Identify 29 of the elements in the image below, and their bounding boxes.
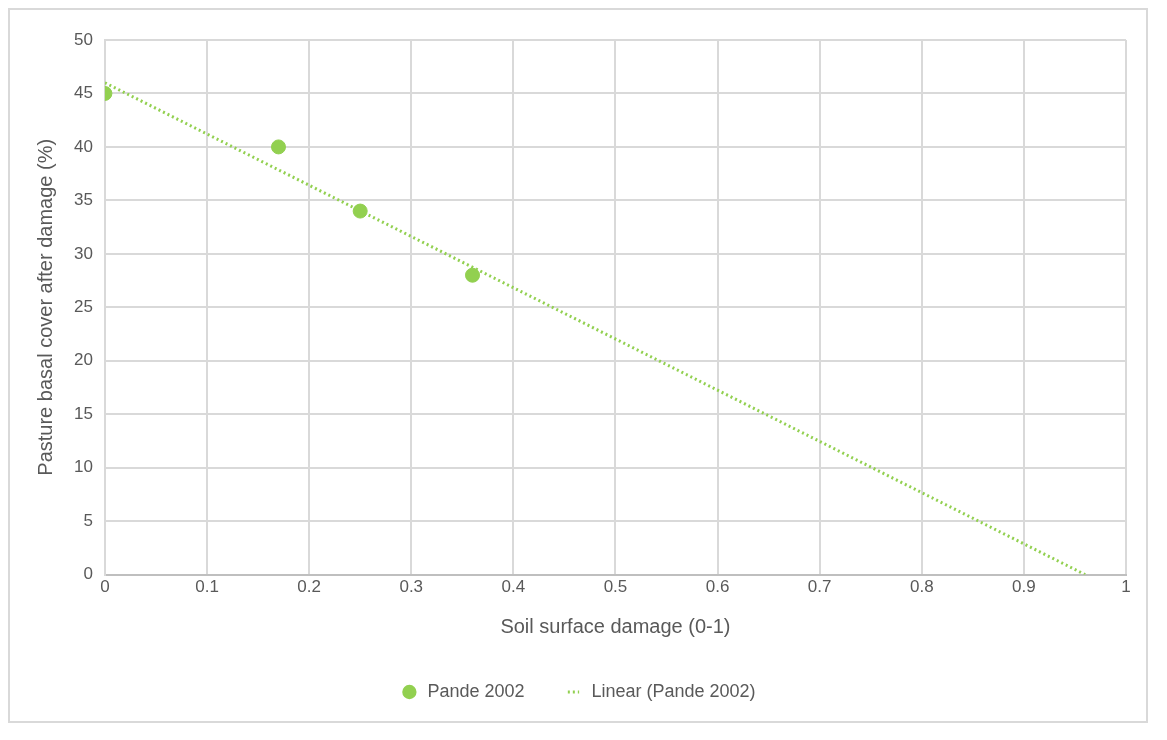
y-tick-label: 30: [73, 243, 93, 263]
x-tick-label: 0.4: [501, 577, 526, 597]
y-tick-label: 0: [83, 564, 93, 584]
legend-label: Pande 2002: [427, 680, 525, 701]
legend-label: Linear (Pande 2002): [591, 680, 756, 701]
x-tick-label: 0.7: [807, 577, 832, 597]
x-tick-label: 0.1: [195, 577, 219, 597]
x-axis-title: Soil surface damage (0-1): [500, 614, 731, 637]
x-tick-label: 0.8: [909, 577, 934, 597]
y-tick-label: 10: [73, 457, 93, 477]
y-tick-label: 20: [73, 350, 93, 370]
y-tick-label: 25: [73, 296, 93, 316]
x-tick-label: 1: [1121, 577, 1131, 597]
point: [352, 203, 368, 219]
x-tick-label: 0.9: [1012, 577, 1036, 597]
point: [465, 267, 480, 283]
y-tick-label: 50: [73, 29, 93, 49]
y-tick-label: 15: [73, 403, 93, 423]
y-tick-label: 45: [73, 83, 93, 103]
x-tick-label: 0.3: [399, 577, 424, 597]
x-tick-label: 0: [100, 577, 110, 597]
point: [271, 139, 286, 155]
y-tick-label: 5: [83, 510, 93, 530]
y-tick-label: 35: [73, 190, 93, 210]
y-axis-title: Pasture basal cover after damage (%): [33, 138, 56, 476]
x-tick-label: 0.5: [603, 577, 628, 597]
y-tick-label: 40: [73, 136, 93, 156]
x-tick-label: 0.2: [297, 577, 321, 597]
x-tick-label: 0.6: [705, 577, 730, 597]
